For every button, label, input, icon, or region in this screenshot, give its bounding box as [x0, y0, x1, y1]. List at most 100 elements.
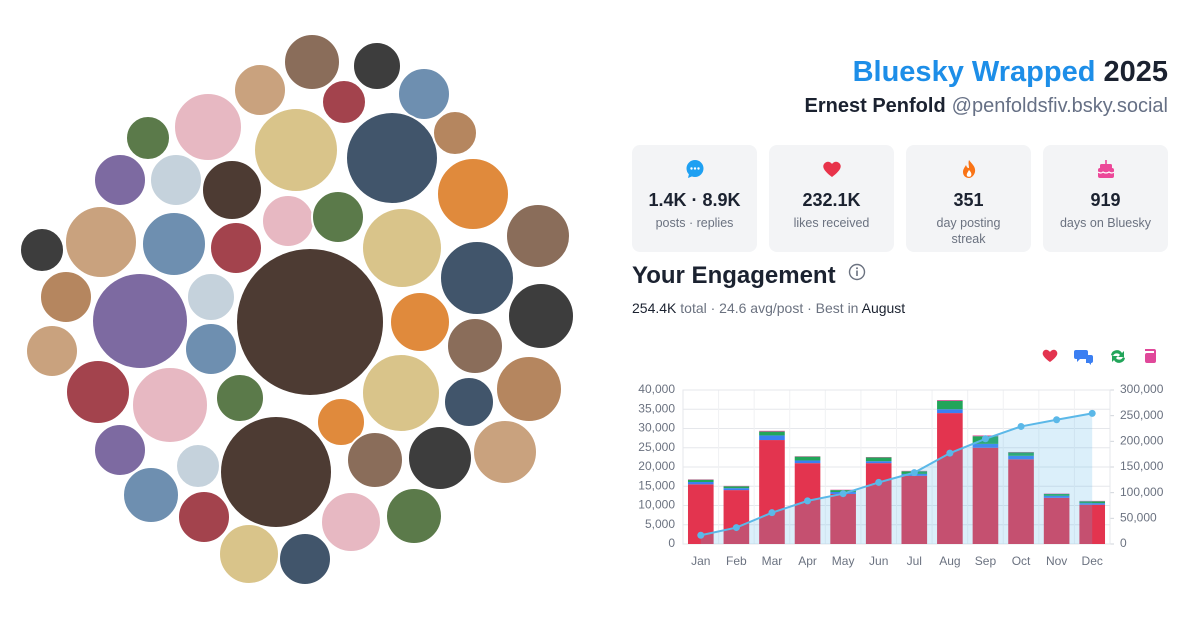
stat-cards: 1.4K · 8.9K posts · replies 232.1K likes…	[632, 145, 1168, 252]
bar-segment	[972, 436, 999, 444]
bar-segment	[1043, 493, 1070, 496]
bar-segment	[794, 460, 821, 464]
avatar	[19, 227, 65, 273]
y-tick-label: 30,000	[638, 421, 675, 435]
y-tick-label: 20,000	[638, 459, 675, 473]
avatar	[472, 419, 538, 485]
bar-segment	[972, 447, 999, 544]
y-tick-label: 10,000	[638, 498, 675, 512]
bar-segment	[794, 463, 821, 544]
line-marker	[804, 497, 812, 505]
x-tick-label: Feb	[726, 554, 747, 568]
bar-segment	[830, 492, 856, 494]
avatar	[91, 272, 189, 370]
y2-tick-label: 150,000	[1120, 459, 1164, 473]
bar-segment	[830, 490, 856, 493]
x-tick-label: Jun	[869, 554, 888, 568]
streak-icon	[962, 160, 975, 178]
bar-segment	[1043, 497, 1070, 544]
line-marker	[946, 449, 954, 457]
y-tick-label: 0	[668, 536, 675, 550]
year: 2025	[1103, 56, 1168, 88]
line-marker	[875, 478, 883, 486]
stat-value: 351	[953, 190, 984, 210]
stat-value: 1.4K · 8.9K	[648, 190, 741, 210]
avatar	[436, 157, 510, 231]
avatar	[173, 92, 243, 162]
stat-value: 919	[1090, 190, 1121, 210]
avatar	[93, 423, 147, 477]
avatar	[443, 376, 495, 428]
avatar	[219, 415, 333, 529]
avatar	[122, 466, 180, 524]
bar-segment	[937, 413, 963, 544]
avatar	[233, 63, 287, 117]
avatar	[389, 291, 451, 353]
avatar	[407, 425, 473, 491]
x-tick-label: Jan	[691, 554, 710, 568]
bar-segment	[1043, 495, 1070, 498]
likes-icon	[822, 161, 841, 177]
stat-value: 232.1K	[802, 190, 861, 210]
avatar	[352, 41, 402, 91]
avatar	[93, 153, 147, 207]
bar-segment	[794, 456, 821, 461]
avatar	[495, 355, 563, 423]
avatar	[25, 324, 79, 378]
avatar	[64, 205, 138, 279]
avatar	[235, 247, 385, 397]
avatar	[218, 523, 280, 585]
y2-tick-label: 100,000	[1120, 485, 1164, 499]
avatar	[321, 79, 367, 125]
app-title: Bluesky Wrapped	[852, 56, 1096, 88]
avatar-cloud	[19, 33, 575, 586]
user-name: Ernest Penfold	[804, 95, 946, 117]
stat-card: 1.4K · 8.9K posts · replies	[632, 145, 757, 252]
line-marker	[981, 435, 989, 443]
title: Bluesky Wrapped 2025	[805, 56, 1168, 89]
avatar	[507, 282, 575, 350]
avatar	[186, 272, 236, 322]
stat-card: 232.1K likes received	[769, 145, 894, 252]
bar-segment	[1008, 455, 1034, 460]
info-icon[interactable]	[848, 263, 866, 281]
avatar	[397, 67, 451, 121]
x-tick-label: Oct	[1012, 554, 1031, 568]
avatar	[345, 111, 439, 205]
bar-segment	[759, 430, 785, 432]
stat-label: likes received	[793, 216, 870, 230]
avatar	[149, 153, 203, 207]
legend-likes	[1042, 349, 1058, 362]
y-tick-label: 35,000	[638, 401, 675, 415]
avatar	[141, 211, 207, 277]
bar-segment	[1079, 504, 1106, 544]
avatar	[209, 221, 263, 275]
avatar	[184, 322, 238, 376]
legend-replies	[1074, 350, 1093, 365]
stat-label: day posting streak	[936, 216, 1001, 246]
avatar	[432, 110, 478, 156]
bar-segment	[1008, 452, 1034, 456]
x-tick-label: Dec	[1082, 554, 1103, 568]
y2-tick-label: 250,000	[1120, 408, 1164, 422]
line-marker	[732, 524, 740, 532]
avatar	[361, 353, 441, 433]
y2-tick-label: 0	[1120, 536, 1127, 550]
bar-segment	[972, 435, 999, 437]
avatar	[311, 190, 365, 244]
bar-segment	[901, 473, 928, 476]
x-tick-label: Apr	[798, 554, 817, 568]
stat-label: posts · replies	[655, 216, 734, 230]
summary-detail: total · 24.6 avg/post · Best in	[680, 300, 859, 316]
bar-segment	[687, 482, 714, 485]
stat-label: days on Bluesky	[1059, 216, 1152, 230]
legend-quotes	[1145, 349, 1156, 363]
bar-segment	[972, 443, 999, 448]
avatar	[39, 270, 93, 324]
y-tick-label: 25,000	[638, 440, 675, 454]
avatar	[283, 33, 341, 91]
bar-segment	[723, 490, 750, 544]
bar-segment	[1079, 503, 1106, 505]
stat-card: 919 days on Bluesky	[1043, 145, 1168, 252]
